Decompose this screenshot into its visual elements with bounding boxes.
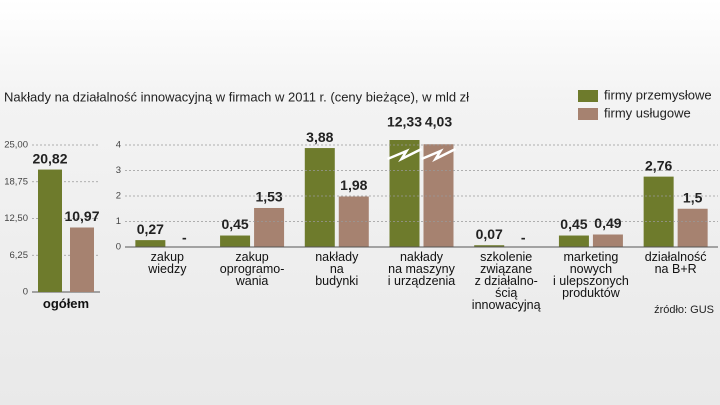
value-label: 20,82 xyxy=(32,150,67,166)
value-label: 10,97 xyxy=(64,208,99,224)
value-label: 1,53 xyxy=(255,189,282,205)
x-tick-label: szkolenie związane z działalno- ścią inn… xyxy=(471,250,541,312)
y-tick-label: 1 xyxy=(116,216,121,227)
x-tick-label: marketing nowych i ulepszonych produktów xyxy=(553,250,629,300)
chart-title: Nakłady na działalność innowacyjną w fir… xyxy=(4,89,469,104)
value-label: 1,5 xyxy=(683,189,703,205)
value-label: - xyxy=(521,230,526,246)
value-label: 2,76 xyxy=(645,157,672,173)
value-label: 0,49 xyxy=(594,215,621,231)
x-tick-label: zakup oprogramo- wania xyxy=(219,250,285,288)
x-tick-label: ogółem xyxy=(42,296,90,311)
value-label: 4,03 xyxy=(425,114,452,130)
bar xyxy=(558,235,589,247)
bar xyxy=(643,176,674,247)
value-label: 1,98 xyxy=(340,177,367,193)
y-tick-label: 25,00 xyxy=(4,140,28,151)
value-label: 0,27 xyxy=(137,221,164,237)
y-tick-label: 18,75 xyxy=(4,176,28,187)
y-tick-label: 0 xyxy=(23,287,28,298)
x-tick-label: nakłady na maszyny i urządzenia xyxy=(387,250,456,288)
legend-label: firmy przemysłowe xyxy=(604,87,712,102)
y-tick-label: 4 xyxy=(116,140,121,151)
bar xyxy=(423,144,454,247)
x-tick-label: działalność na B+R xyxy=(644,250,707,276)
bar xyxy=(254,207,285,247)
bar xyxy=(592,234,623,247)
x-tick-label: nakłady na budynki xyxy=(315,250,359,288)
clip-group xyxy=(135,140,708,248)
value-label: 0,45 xyxy=(560,216,587,232)
y-tick-label: 2 xyxy=(116,191,121,202)
value-label: 0,45 xyxy=(221,216,248,232)
value-label: 0,07 xyxy=(476,226,503,242)
legend-label: firmy usługowe xyxy=(604,105,691,120)
bar xyxy=(220,235,251,247)
y-tick-label: 12,50 xyxy=(4,213,28,224)
break-mark xyxy=(387,147,423,163)
bar xyxy=(677,208,708,247)
bar xyxy=(304,148,335,247)
bar xyxy=(474,245,505,247)
y-tick-label: 0 xyxy=(116,242,121,253)
legend-swatch xyxy=(578,108,598,120)
bar xyxy=(135,240,166,247)
value-label: - xyxy=(182,230,187,246)
y-tick-label: 6,25 xyxy=(10,250,29,261)
y-tick-label: 3 xyxy=(116,165,121,176)
bar xyxy=(70,227,94,292)
value-label: 12,33 xyxy=(387,114,422,130)
x-tick-label: zakup wiedzy xyxy=(148,250,187,276)
value-label: 3,88 xyxy=(306,129,333,145)
legend-swatch xyxy=(578,90,598,102)
bar xyxy=(38,169,62,292)
source: źródło: GUS xyxy=(654,304,714,316)
break-mark xyxy=(421,147,457,163)
